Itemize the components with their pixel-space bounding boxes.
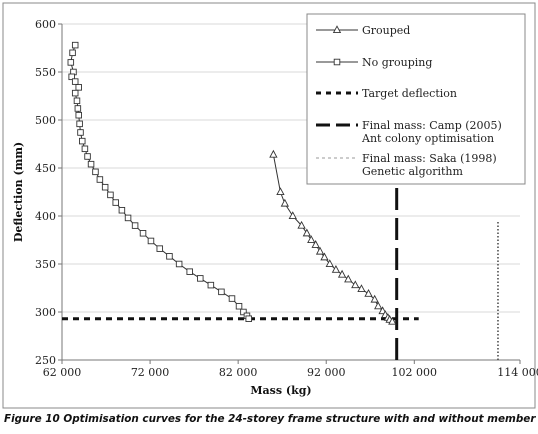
no-grouping-data-point bbox=[71, 41, 79, 49]
x-tick-label: 92 000 bbox=[307, 366, 346, 379]
legend-no-grouping-label: No grouping bbox=[362, 56, 432, 69]
grouped-data-point bbox=[374, 301, 383, 310]
no-grouping-data-point bbox=[186, 268, 193, 275]
y-axis-title: Deflection (mm) bbox=[12, 142, 25, 242]
grouped-data-point bbox=[325, 259, 334, 268]
y-tick-label: 250 bbox=[35, 354, 56, 367]
no-grouping-data-point bbox=[84, 153, 91, 160]
no-grouping-data-point bbox=[71, 78, 79, 85]
y-tick-label: 300 bbox=[35, 306, 56, 319]
legend-no-grouping-marker bbox=[333, 58, 341, 66]
legend-grouped-label: Grouped bbox=[362, 24, 410, 37]
x-tick-label: 82 000 bbox=[219, 366, 258, 379]
no-grouping-data-point bbox=[67, 59, 75, 66]
no-grouping-data-point bbox=[77, 129, 84, 136]
no-grouping-data-point bbox=[166, 253, 173, 260]
no-grouping-data-point bbox=[73, 97, 81, 105]
grouped-data-point bbox=[337, 269, 347, 278]
no-grouping-data-point bbox=[139, 230, 147, 237]
legend-target-deflection-label: Target deflection bbox=[362, 87, 457, 100]
y-tick-label: 550 bbox=[35, 66, 56, 79]
grouped-data-point bbox=[388, 316, 397, 325]
grouped-data-point bbox=[276, 187, 285, 196]
no-grouping-data-point bbox=[124, 214, 132, 222]
y-tick-label: 600 bbox=[35, 18, 56, 31]
grouped-data-point bbox=[307, 235, 316, 244]
grouped-data-point bbox=[320, 252, 329, 261]
no-grouping-data-point bbox=[207, 281, 215, 289]
grouped-data-point bbox=[344, 274, 353, 283]
no-grouping-data-point bbox=[71, 89, 79, 97]
legend-camp-label: Final mass: Camp (2005) bbox=[362, 119, 502, 132]
y-tick-label: 350 bbox=[35, 258, 56, 271]
x-tick-label: 72 000 bbox=[131, 366, 170, 379]
grouped-data-point bbox=[315, 246, 325, 255]
no-grouping-data-point bbox=[81, 145, 89, 153]
x-tick-label: 62 000 bbox=[43, 366, 82, 379]
y-tick-label: 500 bbox=[35, 114, 56, 127]
x-axis-title: Mass (kg) bbox=[250, 384, 311, 397]
no-grouping-data-point bbox=[228, 295, 236, 302]
no-grouping-data-point bbox=[147, 237, 155, 245]
grouped-data-point bbox=[280, 198, 289, 207]
no-grouping-data-point bbox=[75, 111, 82, 119]
legend-camp-sublabel: Ant colony optimisation bbox=[361, 132, 494, 145]
legend-saka-sublabel: Genetic algorithm bbox=[362, 165, 464, 178]
no-grouping-data-point bbox=[69, 49, 76, 57]
figure-caption: Figure 10 Optimisation curves for the 24… bbox=[4, 413, 536, 425]
grouped-data-point bbox=[364, 289, 373, 297]
no-grouping-data-point bbox=[92, 168, 99, 176]
x-tick-label: 102 000 bbox=[392, 366, 438, 379]
no-grouping-data-point bbox=[245, 315, 252, 322]
no-grouping-data-point bbox=[175, 260, 183, 268]
grouped-data-point bbox=[269, 149, 278, 158]
legend-box bbox=[306, 13, 526, 185]
no-grouping-data-point bbox=[79, 137, 86, 145]
no-grouping-data-point bbox=[235, 302, 243, 310]
no-grouping-data-point bbox=[68, 73, 75, 81]
grouped-data-point bbox=[331, 265, 341, 273]
grouped-data-point bbox=[351, 280, 360, 289]
no-grouping-data-point bbox=[75, 84, 82, 91]
no-grouping-data-point bbox=[131, 222, 139, 229]
no-grouping-data-point bbox=[218, 288, 225, 296]
grouped-data-point bbox=[370, 294, 379, 303]
grouped-data-point bbox=[302, 228, 312, 237]
no-grouping-data-point bbox=[87, 160, 95, 168]
grouped-data-point bbox=[297, 220, 306, 229]
legend-saka-label: Final mass: Saka (1998) bbox=[362, 152, 497, 165]
no-grouping-data-point bbox=[107, 191, 114, 199]
no-grouping-data-point bbox=[156, 245, 164, 252]
grouped-data-point bbox=[288, 211, 297, 220]
grouped-data-point bbox=[311, 240, 320, 248]
figure-frame bbox=[2, 2, 536, 409]
no-grouping-data-point bbox=[240, 308, 247, 316]
no-grouping-data-point bbox=[112, 199, 119, 206]
legend-grouped-marker bbox=[332, 25, 342, 34]
x-tick-label: 114 000 bbox=[497, 366, 538, 379]
y-tick-label: 450 bbox=[35, 162, 56, 175]
no-grouping-data-point bbox=[101, 183, 109, 191]
no-grouping-data-point bbox=[118, 206, 126, 214]
no-grouping-data-point bbox=[96, 176, 104, 183]
grouped-data-point bbox=[357, 284, 366, 293]
no-grouping-data-point bbox=[74, 105, 82, 112]
chart: 250 300 350 400 450 500 550 600 62 000 72 000 82 0… bbox=[2, 2, 538, 409]
y-tick-label: 400 bbox=[35, 210, 56, 223]
no-grouping-data-point bbox=[197, 275, 204, 282]
no-grouping-data-point bbox=[76, 120, 83, 128]
